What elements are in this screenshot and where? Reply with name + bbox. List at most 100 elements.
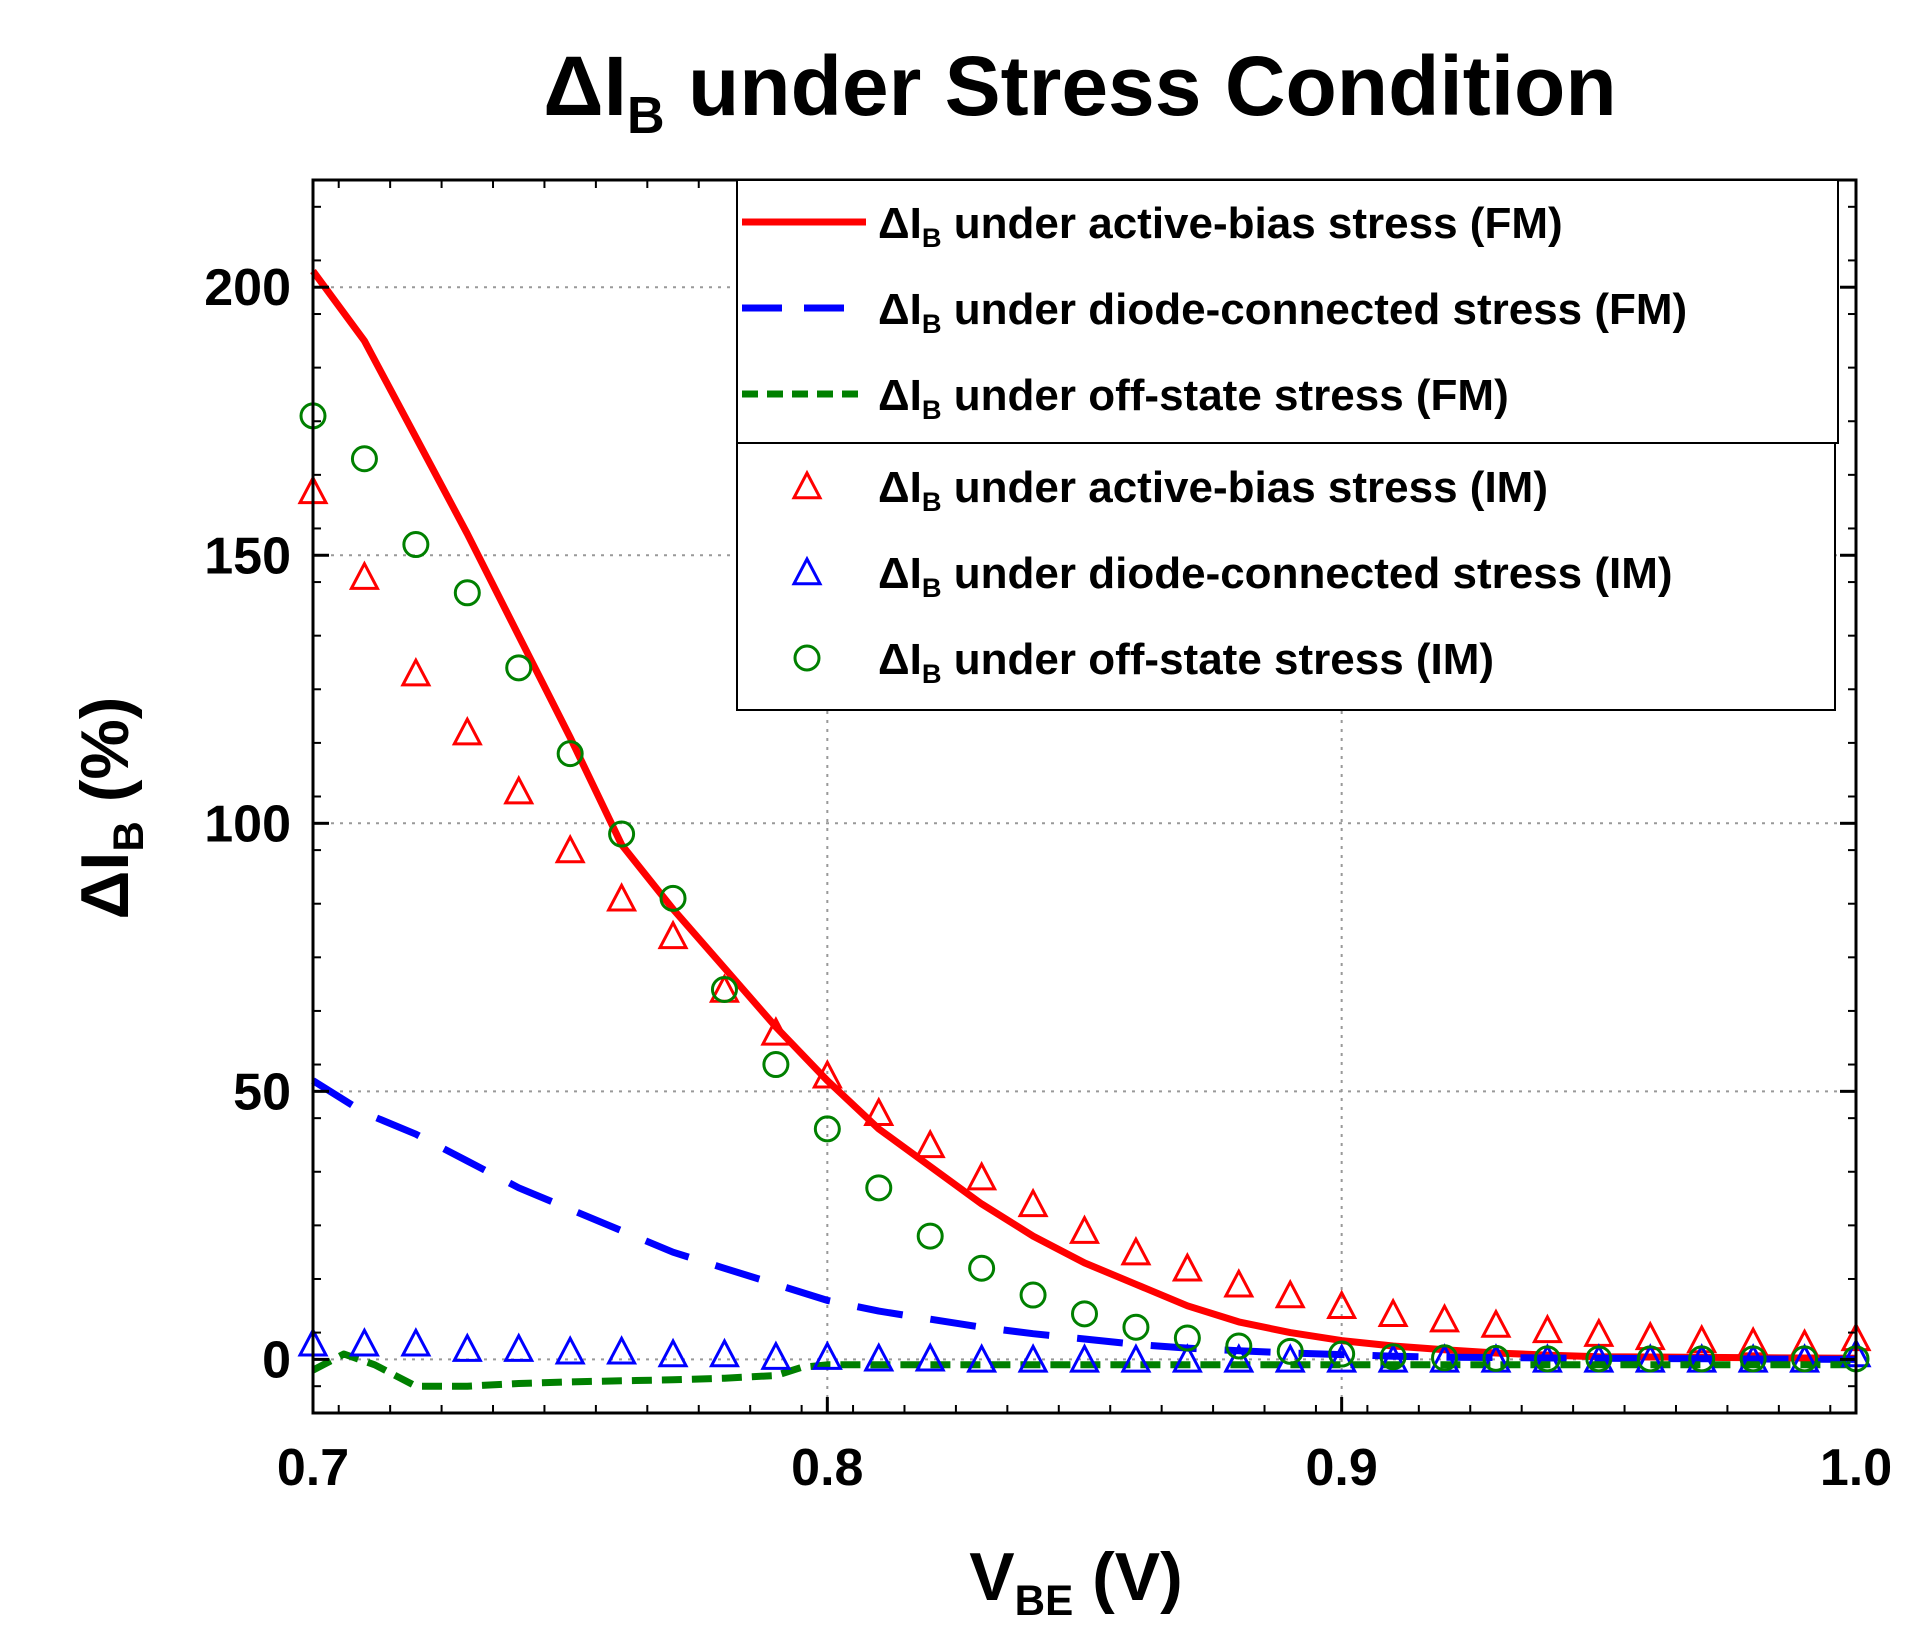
data-point (1171, 1252, 1203, 1282)
data-point (760, 1016, 792, 1046)
data-point (1071, 1300, 1098, 1328)
data-point (811, 1340, 843, 1370)
x-tick-label: 1.0 (1820, 1439, 1892, 1497)
data-point (657, 919, 689, 950)
series-line-2 (311, 1077, 1857, 1363)
data-point (1019, 1281, 1047, 1309)
legend-label: ΔIB under active-bias stress (IM) (878, 463, 1548, 517)
data-point (708, 1337, 740, 1368)
data-point (966, 1160, 998, 1191)
x-tick-label: 0.7 (277, 1439, 349, 1497)
data-point (1482, 1344, 1510, 1372)
data-point (503, 774, 535, 805)
data-point (1431, 1344, 1459, 1372)
data-point (914, 1342, 946, 1372)
data-point (1223, 1343, 1255, 1373)
y-tick-label: 150 (204, 527, 291, 585)
data-point (762, 1051, 790, 1079)
y-tick-label: 200 (204, 259, 291, 317)
data-point (1017, 1187, 1049, 1218)
legend-label: ΔIB under diode-connected stress (IM) (878, 549, 1673, 603)
data-point (400, 1327, 432, 1357)
data-point (1737, 1326, 1769, 1356)
chart-title: ΔIB under Stress Condition (543, 39, 1616, 145)
data-point (453, 579, 481, 607)
data-point (1120, 1235, 1152, 1266)
data-point (1223, 1268, 1255, 1298)
legend-box-im (736, 442, 1836, 711)
data-point (1274, 1343, 1306, 1373)
data-point (1274, 1278, 1306, 1309)
legend-swatch-marker (791, 555, 823, 586)
data-point (1636, 1345, 1664, 1373)
series-markers (297, 402, 1872, 1373)
data-point (451, 715, 483, 746)
data-point (1017, 1343, 1049, 1373)
x-axis-label: VBE (V) (969, 1539, 1182, 1624)
data-point (606, 882, 638, 912)
data-point (1069, 1343, 1100, 1373)
marker-series-1 (297, 474, 1872, 1358)
grid (313, 180, 1856, 1413)
data-point (1171, 1343, 1203, 1373)
legend-swatch-marker (791, 469, 823, 500)
data-point (1326, 1343, 1358, 1373)
x-tick-label: 0.9 (1306, 1439, 1378, 1497)
data-point (863, 1096, 895, 1126)
data-point (1173, 1324, 1201, 1352)
data-point (1377, 1343, 1409, 1373)
legend-label: ΔIB under diode-connected stress (FM) (878, 285, 1687, 339)
data-point (348, 1327, 380, 1357)
data-point (914, 1128, 946, 1159)
marker-series-3 (299, 402, 1870, 1373)
y-tick-label: 0 (262, 1331, 291, 1389)
series-line-1 (310, 269, 1857, 1362)
data-point (760, 1340, 792, 1370)
y-axis-label: ΔIB (%) (67, 697, 152, 920)
data-point (402, 531, 430, 559)
data-point (1789, 1328, 1821, 1358)
marker-series-2 (297, 1327, 1872, 1373)
data-point (710, 975, 738, 1003)
y-tick-label: 50 (233, 1063, 291, 1121)
data-point (1531, 1313, 1563, 1344)
data-point (1276, 1337, 1304, 1365)
legend-box-fm (736, 179, 1839, 444)
data-point (1377, 1297, 1409, 1328)
data-point (966, 1343, 998, 1373)
data-point (1122, 1313, 1150, 1341)
data-point (505, 654, 533, 682)
legend: ΔIB under active-bias stress (FM) ΔIB und… (736, 179, 1839, 711)
data-point (1533, 1345, 1561, 1373)
series-lines (310, 269, 1857, 1390)
y-tick-label: 100 (204, 795, 291, 853)
data-point (1688, 1345, 1716, 1373)
data-point (606, 1335, 638, 1365)
data-point (968, 1254, 996, 1282)
series-line-3 (311, 1350, 1856, 1390)
data-point (1585, 1345, 1613, 1373)
data-point (1328, 1340, 1356, 1368)
data-point (503, 1332, 535, 1362)
data-point (556, 740, 584, 768)
data-point (1326, 1289, 1358, 1319)
data-point (865, 1174, 893, 1202)
data-point (1686, 1323, 1718, 1354)
data-point (1583, 1317, 1615, 1347)
legend-label: ΔIB under active-bias stress (FM) (878, 199, 1563, 253)
data-point (400, 656, 432, 687)
data-point (916, 1222, 944, 1250)
data-point (608, 820, 636, 848)
data-point (811, 1059, 843, 1089)
data-point (348, 560, 380, 590)
data-point (1120, 1343, 1152, 1373)
data-point (1069, 1214, 1100, 1244)
data-point (1480, 1308, 1512, 1338)
legend-label: ΔIB under off-state stress (FM) (878, 371, 1509, 425)
data-point (1225, 1332, 1253, 1360)
data-point (1791, 1345, 1819, 1373)
data-point (554, 833, 586, 864)
data-point (863, 1342, 895, 1372)
data-point (1739, 1345, 1767, 1373)
